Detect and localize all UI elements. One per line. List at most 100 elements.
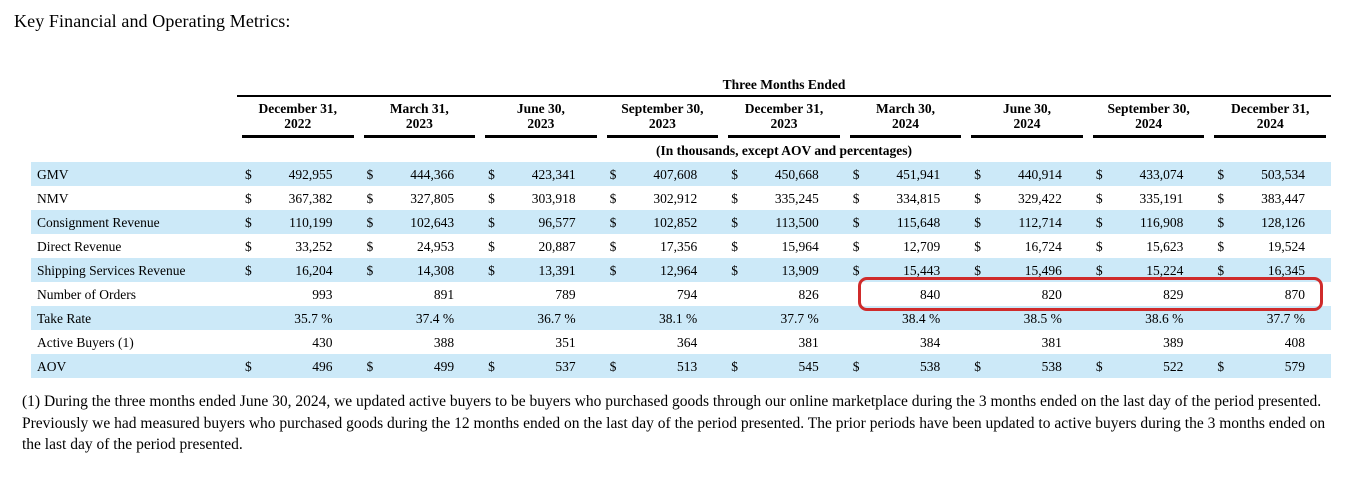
dollar-sign: $ (609, 214, 617, 230)
column-header-year: 2023 (648, 116, 676, 131)
metric-value: 16,345 (1267, 262, 1305, 278)
column-header-7: June 30, 2024 (966, 96, 1088, 138)
dollar-sign: $ (974, 358, 982, 374)
metric-value-cell: 826 (723, 282, 845, 306)
metric-value: 302,912 (653, 190, 698, 206)
table-row: AOV $496 $499 $537 $513 $545 $538 $538 $522 $579 (31, 354, 1331, 378)
metric-value: 794 (676, 286, 698, 302)
metric-value: 335,245 (774, 190, 819, 206)
metric-value: 115,648 (896, 214, 941, 230)
metric-value: 334,815 (896, 190, 941, 206)
group-header: Three Months Ended (237, 77, 1331, 97)
metric-value-cell: $96,577 (480, 210, 602, 234)
metric-value: 15,443 (903, 262, 941, 278)
dollar-sign: $ (974, 166, 982, 182)
dollar-sign: $ (974, 190, 982, 206)
metric-value-cell: $334,815 (845, 186, 967, 210)
dollar-sign: $ (366, 190, 374, 206)
dollar-sign: $ (731, 190, 738, 206)
column-header-year: 2022 (284, 116, 312, 131)
metric-value-cell: $335,191 (1088, 186, 1210, 210)
metric-value: 15,496 (1024, 262, 1062, 278)
dollar-sign: $ (488, 262, 495, 278)
column-header-date: September 30, (621, 101, 704, 116)
table-row: Direct Revenue $33,252 $24,953 $20,887 $17,3… (31, 234, 1331, 258)
metric-value-cell: $13,391 (480, 258, 602, 282)
table-row: Active Buyers (1) 430 388 351 364 381 384 381 38… (31, 330, 1331, 354)
table-row: Shipping Services Revenue $16,204 $14,308 $… (31, 258, 1331, 282)
metric-value-cell: 36.7 % (480, 306, 602, 330)
metric-value-cell: $303,918 (480, 186, 602, 210)
dollar-sign: $ (1217, 358, 1225, 374)
metric-value-cell: $538 (966, 354, 1088, 378)
metric-value-cell: $16,204 (237, 258, 359, 282)
dollar-sign: $ (245, 166, 252, 182)
metric-value: 19,524 (1267, 238, 1305, 254)
metric-value-cell: 840 (845, 282, 967, 306)
dollar-sign: $ (852, 166, 860, 182)
footnote: (1) During the three months ended June 3… (22, 393, 1326, 453)
dollar-sign: $ (1095, 358, 1103, 374)
row-label: GMV (37, 166, 69, 182)
metric-value-cell: $115,648 (845, 210, 967, 234)
metric-value: 492,955 (288, 166, 333, 182)
dollar-sign: $ (366, 214, 374, 230)
metric-value-cell: $12,964 (602, 258, 724, 282)
metric-value-cell: 351 (480, 330, 602, 354)
table-row: NMV $367,382 $327,805 $303,918 $302,912 $335,… (31, 186, 1331, 210)
metric-value-cell: $16,345 (1209, 258, 1331, 282)
metric-value-cell: $15,496 (966, 258, 1088, 282)
metric-value-cell: $383,447 (1209, 186, 1331, 210)
metric-value: 24,953 (416, 238, 455, 254)
metric-value: 503,534 (1261, 166, 1305, 182)
corner-spacer (31, 138, 237, 162)
metric-value: 116,908 (1140, 214, 1184, 230)
column-header-date: December 31, (258, 101, 337, 116)
dollar-sign: $ (974, 238, 982, 254)
dollar-sign: $ (852, 238, 860, 254)
metric-value-cell: $20,887 (480, 234, 602, 258)
metric-value-cell: $15,964 (723, 234, 845, 258)
dollar-sign: $ (1217, 214, 1225, 230)
metric-value-cell: $102,643 (359, 210, 481, 234)
dollar-sign: $ (852, 190, 860, 206)
metric-value: 537 (555, 358, 576, 374)
metric-value-cell: 364 (602, 330, 724, 354)
metric-value: 15,623 (1146, 238, 1184, 254)
metric-value-cell: $17,356 (602, 234, 724, 258)
dollar-sign: $ (1217, 238, 1225, 254)
metric-value: 35.7 % (294, 310, 333, 326)
metric-value-cell: 381 (966, 330, 1088, 354)
metric-value: 16,204 (295, 262, 333, 278)
metric-value: 820 (1041, 286, 1062, 302)
metric-value: 993 (312, 286, 333, 302)
metric-value: 430 (312, 334, 333, 350)
dollar-sign: $ (731, 358, 738, 374)
dollar-sign: $ (852, 214, 860, 230)
dollar-sign: $ (609, 262, 617, 278)
column-header-date: December 31, (1230, 101, 1310, 116)
metric-value-cell: $16,724 (966, 234, 1088, 258)
metric-value: 829 (1163, 286, 1184, 302)
metric-value: 389 (1163, 334, 1184, 350)
units-row: (In thousands, except AOV and percentage… (31, 138, 1331, 162)
metric-value: 113,500 (775, 214, 819, 230)
metric-value: 496 (312, 358, 333, 374)
metric-value-cell: 794 (602, 282, 724, 306)
dollar-sign: $ (731, 262, 738, 278)
metric-value: 110,199 (289, 214, 333, 230)
dollar-sign: $ (366, 238, 374, 254)
row-label: Direct Revenue (37, 238, 122, 254)
metric-value: 451,941 (896, 166, 941, 182)
table-row: GMV $492,955 $444,366 $423,341 $407,608 $450,… (31, 162, 1331, 186)
metric-value: 423,341 (531, 166, 576, 182)
table-row: Take Rate 35.7 % 37.4 % 36.7 % 38.1 % 37.7 % 3… (31, 306, 1331, 330)
dollar-sign: $ (609, 358, 617, 374)
dollar-sign: $ (488, 214, 495, 230)
metric-value-cell: 891 (359, 282, 481, 306)
metric-value: 335,191 (1139, 190, 1184, 206)
column-header-5: December 31, 2023 (723, 96, 845, 138)
dollar-sign: $ (1095, 262, 1103, 278)
metric-value: 381 (1041, 334, 1062, 350)
